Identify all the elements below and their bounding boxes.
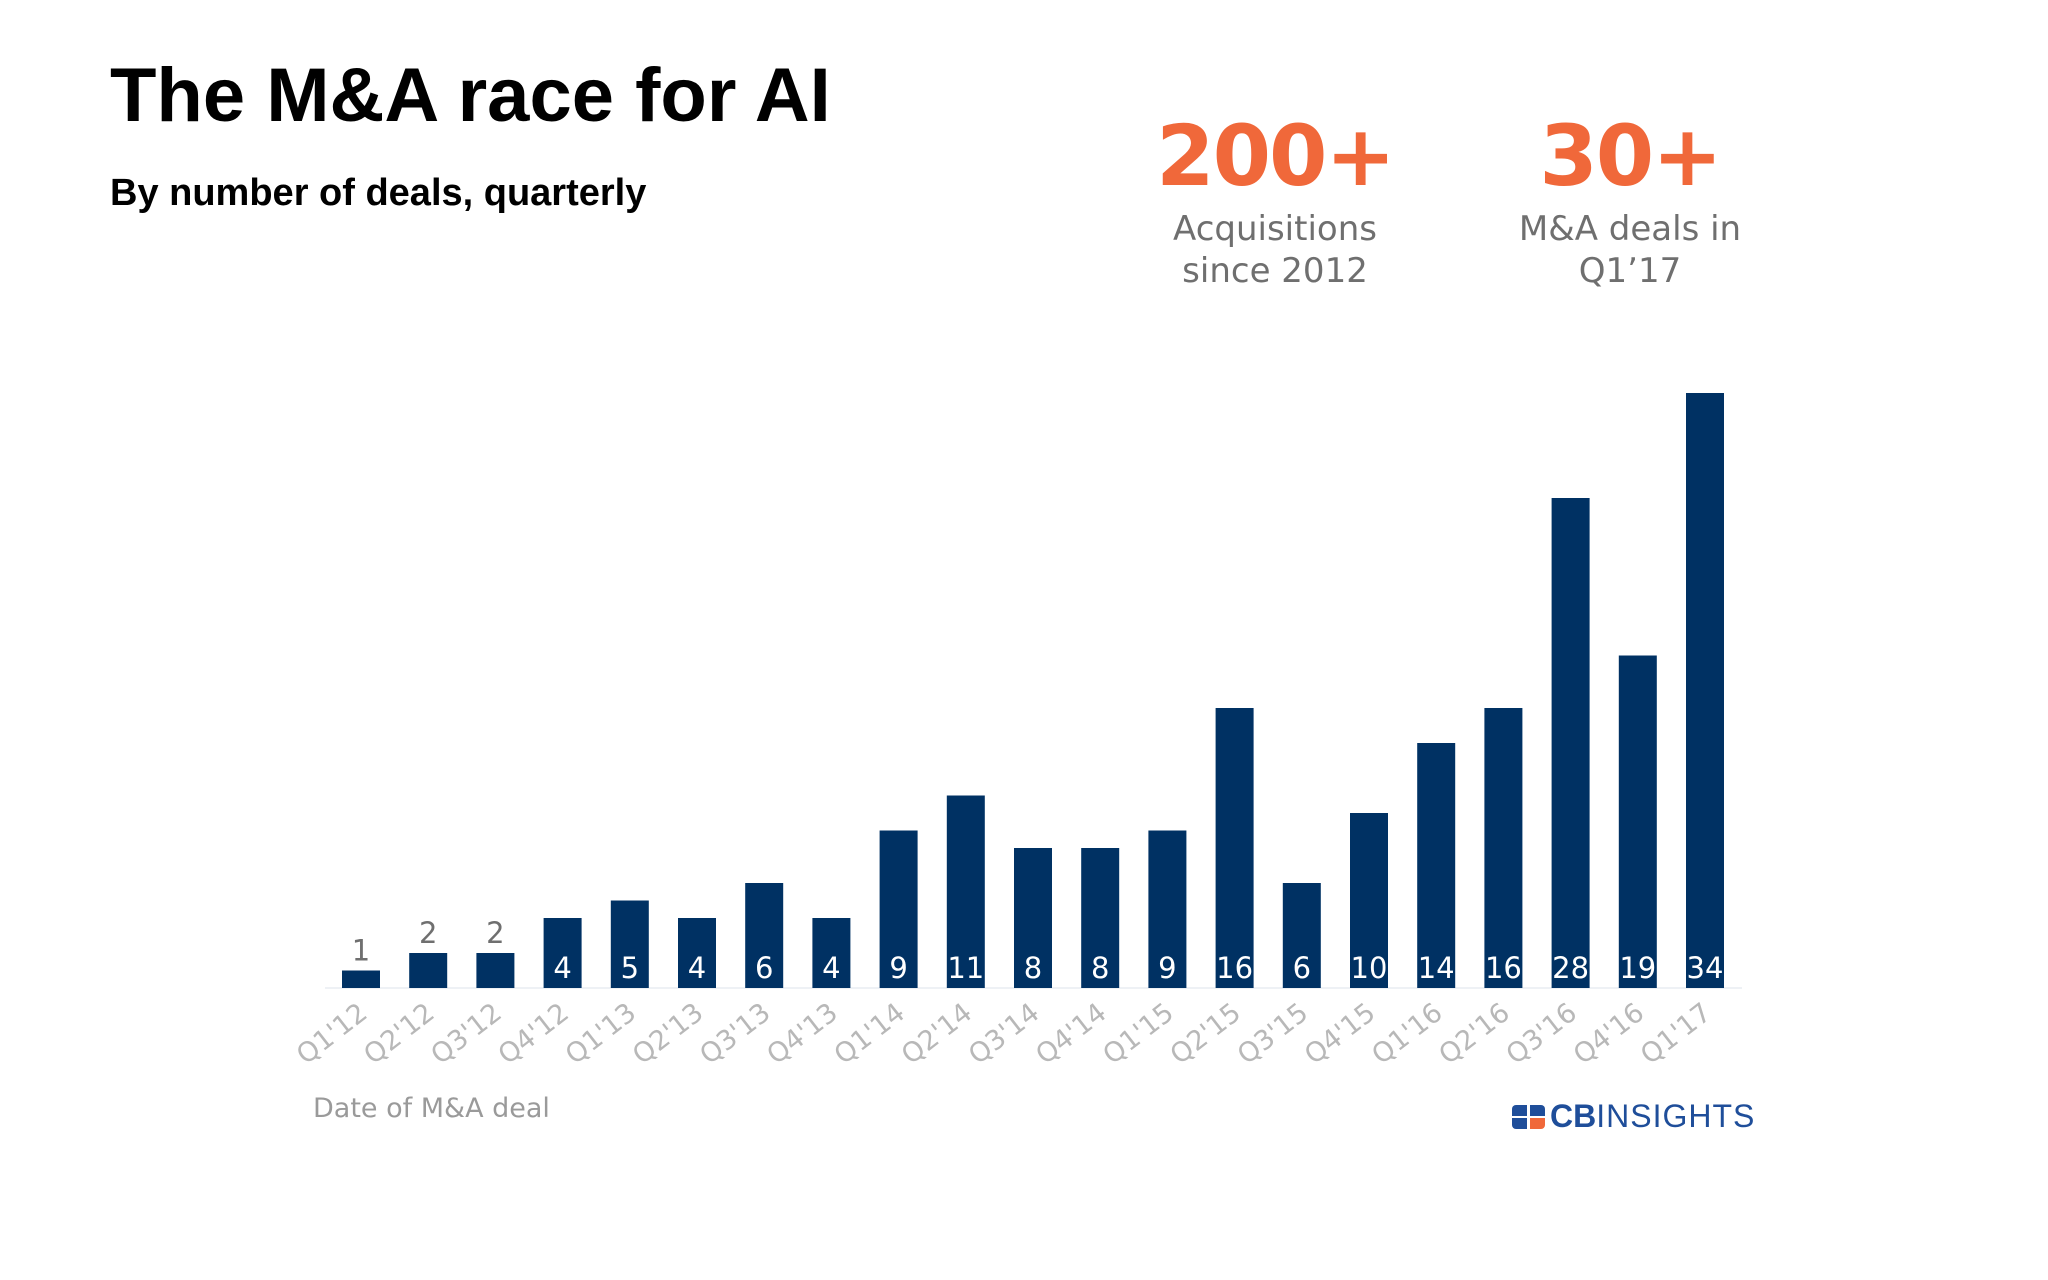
bar-value-label: 9 bbox=[1158, 951, 1176, 985]
bar-Q2'16 bbox=[1484, 708, 1523, 988]
stat-q1-deals-label-line-1: M&A deals in bbox=[1518, 209, 1742, 249]
stat-q1-deals-label: M&A deals in Q1’17 bbox=[1460, 208, 1800, 292]
x-tick-label: Q1'14 bbox=[829, 997, 911, 1071]
bar-Q2'14 bbox=[946, 795, 985, 988]
x-tick-label: Q3'13 bbox=[694, 997, 776, 1071]
x-tick-label: Q1'16 bbox=[1366, 997, 1448, 1071]
stat-acquisitions-label-line-2: since 2012 bbox=[1182, 251, 1368, 291]
bar-Q3'12 bbox=[476, 953, 515, 988]
bar-value-label: 14 bbox=[1418, 951, 1455, 985]
stat-q1-deals-label-line-2: Q1’17 bbox=[1578, 251, 1682, 291]
x-tick-label: Q2'14 bbox=[896, 997, 978, 1071]
x-tick-label: Q1'12 bbox=[291, 997, 373, 1071]
bar-value-label: 2 bbox=[486, 916, 504, 950]
x-tick-label: Q2'16 bbox=[1433, 997, 1515, 1071]
bar-Q1'16 bbox=[1417, 743, 1456, 988]
cbinsights-logo-icon bbox=[1512, 1104, 1546, 1129]
bar-value-label: 19 bbox=[1619, 951, 1656, 985]
bar-value-label: 6 bbox=[755, 951, 773, 985]
bar-value-label: 10 bbox=[1351, 951, 1388, 985]
bar-Q3'13 bbox=[745, 883, 784, 988]
bar-Q1'15 bbox=[1148, 830, 1187, 988]
bars-group: 1 2 2 4 5 4 6 4 9 11 8 8 9 16 6 10 14 16 28 19 34 bbox=[342, 393, 1724, 988]
bar-value-label: 4 bbox=[822, 951, 840, 985]
bar-Q1'14 bbox=[879, 830, 918, 988]
page-subtitle: By number of deals, quarterly bbox=[110, 172, 647, 214]
stat-acquisitions-label: Acquisitions since 2012 bbox=[1105, 208, 1445, 292]
cbinsights-logo: CB INSIGHTS bbox=[1512, 1098, 1755, 1135]
x-tick-label: Q4'16 bbox=[1568, 997, 1650, 1071]
bar-Q4'13 bbox=[812, 918, 851, 988]
x-tick-label: Q2'15 bbox=[1165, 997, 1247, 1071]
bar-value-label: 16 bbox=[1485, 951, 1522, 985]
stat-acquisitions-value: 200+ bbox=[1156, 107, 1396, 205]
stat-acquisitions-label-line-1: Acquisitions bbox=[1173, 209, 1377, 249]
stat-q1-deals: 30+ M&A deals in Q1’17 bbox=[1460, 114, 1800, 292]
x-tick-label: Q4'15 bbox=[1299, 997, 1381, 1071]
bar-Q3'15 bbox=[1282, 883, 1321, 988]
x-tick-label: Q3'16 bbox=[1501, 997, 1583, 1071]
bar-value-label: 9 bbox=[889, 951, 907, 985]
x-tick-label: Q2'13 bbox=[627, 997, 709, 1071]
bar-value-label: 4 bbox=[688, 951, 706, 985]
bar-Q3'14 bbox=[1014, 848, 1052, 988]
bar-Q2'13 bbox=[678, 918, 716, 988]
bar-value-label: 5 bbox=[621, 951, 639, 985]
bar-Q4'15 bbox=[1350, 813, 1388, 988]
bar-Q4'12 bbox=[543, 918, 582, 988]
bar-Q2'12 bbox=[409, 953, 448, 988]
bar-value-label: 8 bbox=[1024, 951, 1042, 985]
tick-labels-group: Q1'12Q2'12Q3'12Q4'12Q1'13Q2'13Q3'13Q4'13… bbox=[291, 997, 1717, 1071]
x-tick-label: Q1'13 bbox=[560, 997, 642, 1071]
x-tick-label: Q4'14 bbox=[1030, 997, 1112, 1071]
logo-text-cb: CB bbox=[1550, 1098, 1597, 1134]
x-tick-label: Q3'12 bbox=[425, 997, 507, 1071]
bar-value-label: 8 bbox=[1091, 951, 1109, 985]
bar-Q4'14 bbox=[1081, 848, 1120, 988]
bar-Q2'15 bbox=[1215, 708, 1254, 988]
bar-value-label: 6 bbox=[1293, 951, 1311, 985]
bar-value-label: 28 bbox=[1552, 951, 1589, 985]
bar-Q1'17 bbox=[1686, 393, 1724, 988]
bar-Q1'12 bbox=[342, 970, 380, 988]
x-axis-label: Date of M&A deal bbox=[313, 1093, 550, 1124]
bar-Q1'13 bbox=[610, 900, 649, 988]
stat-q1-deals-value: 30+ bbox=[1539, 107, 1722, 205]
bar-Q3'16 bbox=[1551, 498, 1590, 988]
logo-text-insights: INSIGHTS bbox=[1596, 1098, 1756, 1134]
bar-value-label: 34 bbox=[1687, 951, 1724, 985]
x-tick-label: Q2'12 bbox=[358, 997, 440, 1071]
x-tick-label: Q1'15 bbox=[1097, 997, 1179, 1071]
x-tick-label: Q3'15 bbox=[1232, 997, 1314, 1071]
page-title: The M&A race for AI bbox=[110, 53, 831, 138]
bar-value-label: 2 bbox=[419, 916, 437, 950]
stat-acquisitions: 200+ Acquisitions since 2012 bbox=[1105, 114, 1445, 292]
bar-value-label: 4 bbox=[553, 951, 571, 985]
x-tick-label: Q3'14 bbox=[963, 997, 1045, 1071]
bar-Q4'16 bbox=[1618, 655, 1657, 988]
x-tick-label: Q1'17 bbox=[1635, 997, 1717, 1071]
x-tick-label: Q4'12 bbox=[493, 997, 575, 1071]
bar-value-label: 1 bbox=[352, 934, 370, 968]
bar-value-label: 11 bbox=[947, 951, 984, 985]
x-tick-label: Q4'13 bbox=[761, 997, 843, 1071]
bar-value-label: 16 bbox=[1216, 951, 1253, 985]
